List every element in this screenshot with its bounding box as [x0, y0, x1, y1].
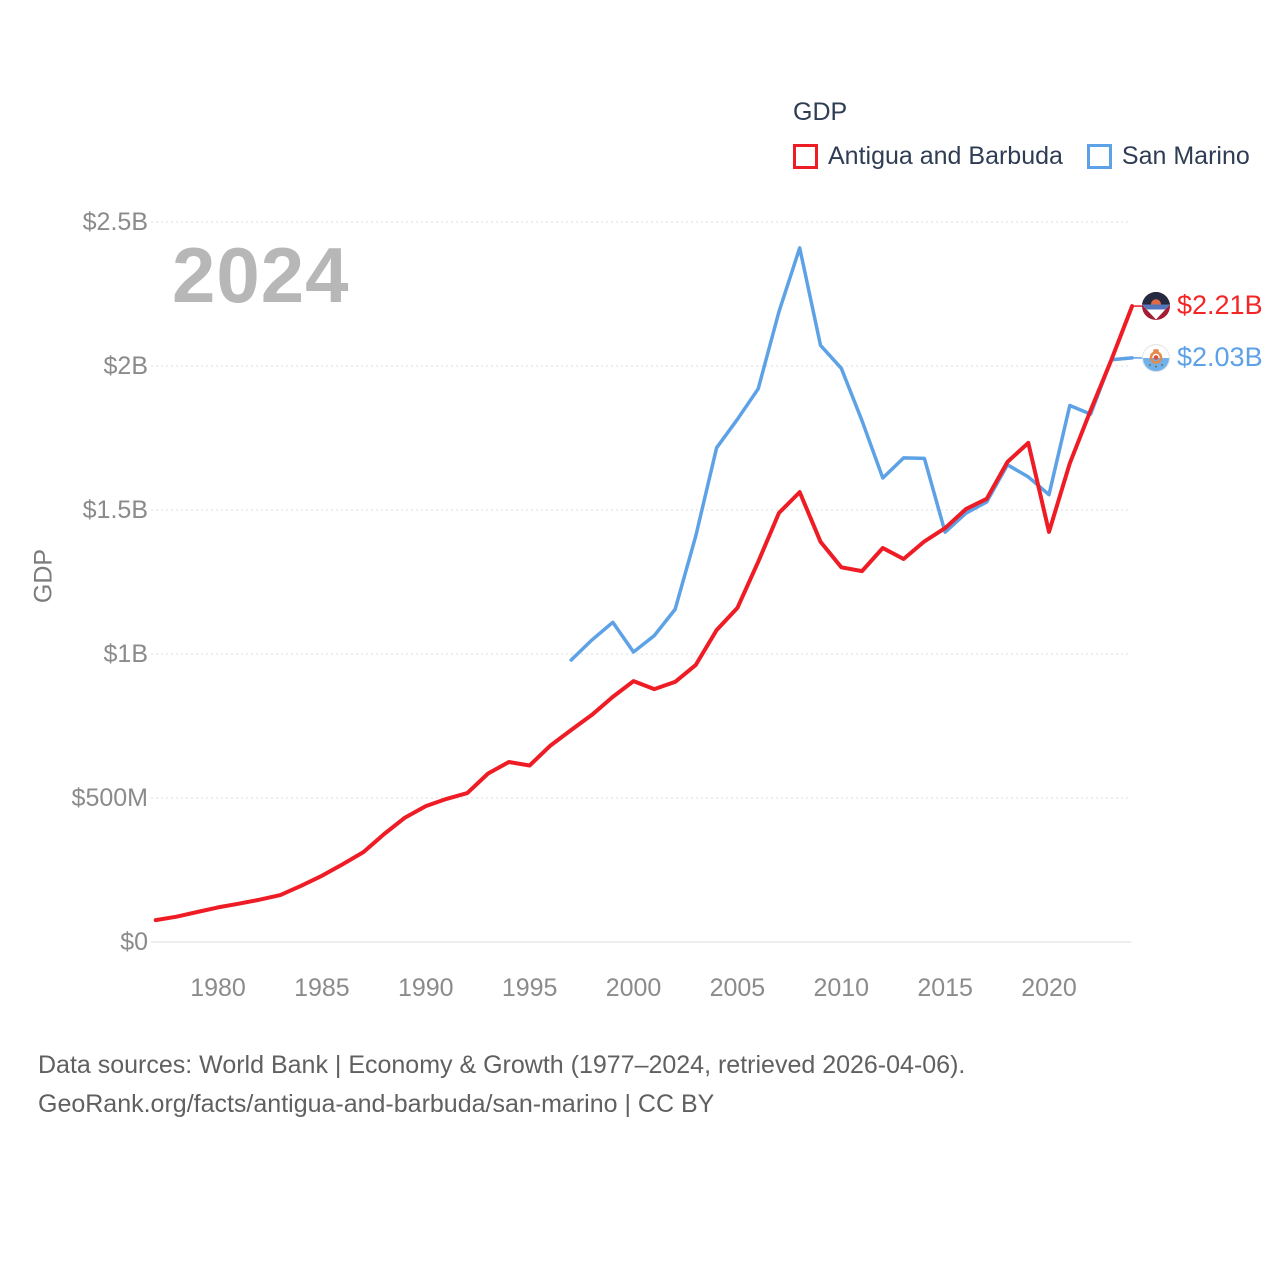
x-tick-label: 2005: [709, 974, 766, 1002]
x-tick-label: 1995: [501, 974, 558, 1002]
legend-checkbox-antigua-icon[interactable]: [793, 144, 818, 169]
san-marino-flag-icon: [1142, 343, 1170, 372]
series-line-antigua-and-barbuda: [153, 304, 1135, 923]
y-tick-label: $1B: [103, 640, 148, 668]
legend-checkbox-san-marino-icon[interactable]: [1086, 144, 1112, 169]
x-tick-label: 1985: [294, 974, 350, 1002]
footer: Data sources: World Bank | Economy & Gro…: [38, 1046, 965, 1124]
end-value-label-san-marino: $2.03B: [1177, 341, 1263, 372]
legend-label-antigua: Antigua and Barbuda: [828, 142, 1063, 170]
legend-label-san-marino: San Marino: [1121, 142, 1250, 170]
y-tick-label: $2.5B: [82, 208, 148, 236]
series-line-san-marino: [569, 246, 1134, 662]
y-tick-label: $2B: [103, 352, 148, 380]
antigua-and-barbuda-flag-icon: [1142, 292, 1170, 321]
chart-legend: GDP Antigua and Barbuda San Marino: [793, 98, 1250, 170]
x-tick-label: 1990: [397, 974, 454, 1002]
x-tick-label: 2000: [605, 974, 662, 1002]
legend-item-antigua-and-barbuda[interactable]: Antigua and Barbuda: [793, 143, 1063, 170]
legend-title: GDP: [793, 98, 848, 126]
x-tick-label: 2020: [1021, 974, 1077, 1002]
legend-item-san-marino[interactable]: San Marino: [1086, 142, 1250, 170]
footer-sources-line: Data sources: World Bank | Economy & Gro…: [38, 1051, 966, 1079]
x-tick-label: 2015: [917, 974, 973, 1002]
legend-items: Antigua and Barbuda San Marino: [793, 143, 1250, 170]
y-tick-label: $1.5B: [82, 496, 148, 524]
y-tick-label: $0: [120, 928, 148, 956]
watermark-year: 2024: [172, 231, 350, 319]
x-tick-label: 1980: [190, 974, 246, 1002]
footer-attribution-line: GeoRank.org/facts/antigua-and-barbuda/sa…: [38, 1090, 715, 1118]
end-value-label-antigua: $2.21B: [1177, 290, 1263, 321]
x-tick-label: 2010: [813, 974, 870, 1002]
y-tick-label: $500M: [71, 784, 148, 812]
